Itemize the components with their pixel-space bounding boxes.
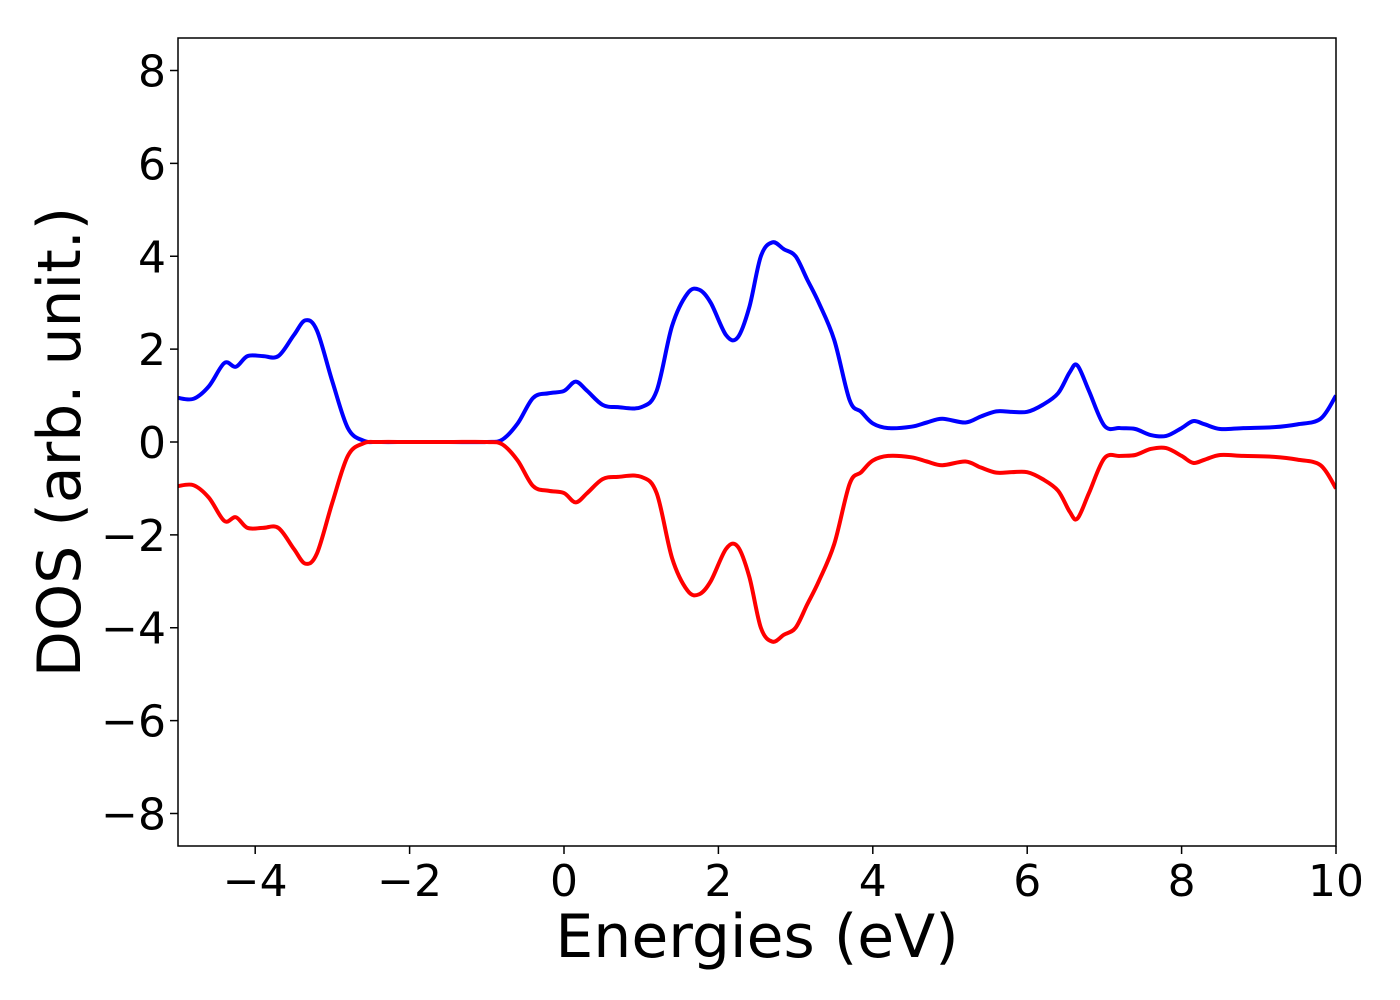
y-tick-label: 4 bbox=[138, 232, 166, 283]
x-tick-label: 10 bbox=[1308, 856, 1364, 907]
y-tick-label: 2 bbox=[138, 325, 166, 376]
y-tick-label: 0 bbox=[138, 418, 166, 469]
x-tick-label: 6 bbox=[1013, 856, 1041, 907]
plot-frame bbox=[177, 37, 1337, 847]
y-tick-label: −6 bbox=[101, 697, 166, 748]
y-tick-label: 8 bbox=[138, 47, 166, 98]
x-tick-label: −2 bbox=[377, 856, 442, 907]
series-line-0 bbox=[178, 240, 1336, 445]
x-axis: −4 −2 0 2 4 6 8 10 bbox=[223, 846, 1364, 907]
x-tick-label: 4 bbox=[859, 856, 887, 907]
y-tick-label: −4 bbox=[101, 604, 166, 655]
y-tick-label: −8 bbox=[101, 789, 166, 840]
x-tick-label: 0 bbox=[550, 856, 578, 907]
series-line-1 bbox=[178, 439, 1336, 644]
series-layer bbox=[178, 240, 1336, 644]
x-tick-label: 2 bbox=[704, 856, 732, 907]
y-tick-label: 6 bbox=[138, 139, 166, 190]
y-axis: 8 6 4 2 0 −2 −4 −6 −8 bbox=[101, 47, 178, 840]
y-tick-label: −2 bbox=[101, 511, 166, 562]
x-tick-label: 8 bbox=[1168, 856, 1196, 907]
y-axis-label: DOS (arb. unit.) bbox=[25, 207, 95, 677]
x-tick-label: −4 bbox=[223, 856, 288, 907]
x-axis-label: Energies (eV) bbox=[555, 902, 958, 972]
